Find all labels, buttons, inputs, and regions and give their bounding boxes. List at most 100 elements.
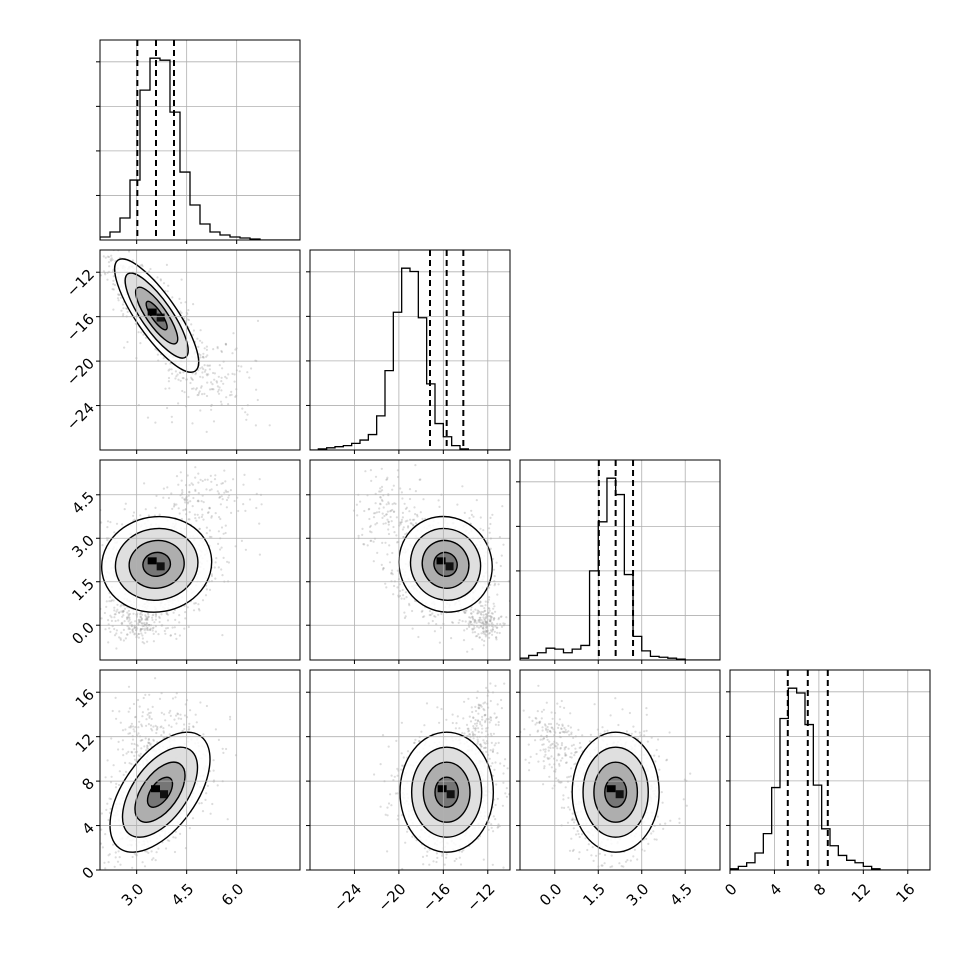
scatter-point bbox=[484, 617, 488, 620]
scatter-point bbox=[102, 255, 105, 258]
scatter-point bbox=[139, 629, 142, 633]
scatter-point bbox=[172, 611, 175, 614]
scatter-point bbox=[145, 618, 148, 621]
scatter-point bbox=[208, 368, 211, 371]
scatter-point bbox=[225, 396, 228, 399]
scatter-point bbox=[400, 491, 403, 494]
scatter-point bbox=[139, 628, 142, 631]
scatter-point bbox=[137, 622, 140, 625]
scatter-point bbox=[128, 732, 132, 735]
scatter-point bbox=[390, 509, 393, 512]
scatter-point bbox=[491, 612, 494, 615]
scatter-point bbox=[435, 623, 438, 626]
histogram-bars bbox=[520, 477, 720, 660]
panel-frame bbox=[309, 459, 511, 661]
scatter-point bbox=[205, 488, 208, 491]
scatter-point bbox=[461, 620, 464, 623]
scatter-point bbox=[203, 347, 206, 350]
scatter-point bbox=[116, 608, 119, 611]
scatter-point bbox=[121, 615, 124, 618]
scatter-point bbox=[404, 507, 407, 510]
scatter-point bbox=[489, 618, 492, 622]
scatter-point bbox=[357, 534, 360, 538]
scatter-point bbox=[468, 620, 471, 623]
scatter-point bbox=[116, 244, 118, 246]
scatter-point bbox=[220, 380, 223, 383]
scatter-point bbox=[192, 496, 195, 500]
scatter-point bbox=[140, 617, 143, 620]
scatter-point bbox=[246, 371, 249, 374]
scatter-point bbox=[117, 241, 119, 243]
scatter-point bbox=[118, 611, 121, 614]
scatter-point bbox=[469, 620, 472, 623]
scatter-point bbox=[146, 626, 149, 630]
scatter-point bbox=[225, 498, 229, 502]
scatter-point bbox=[438, 641, 441, 644]
scatter-point bbox=[361, 533, 364, 537]
scatter-point bbox=[191, 505, 194, 508]
scatter-point bbox=[386, 518, 389, 521]
scatter-point bbox=[143, 629, 146, 632]
scatter-point bbox=[116, 297, 120, 300]
scatter-point bbox=[230, 511, 233, 514]
scatter-point bbox=[243, 473, 246, 476]
scatter-point bbox=[482, 630, 485, 633]
scatter-point bbox=[408, 510, 411, 513]
contour-line-1 bbox=[124, 272, 189, 359]
scatter-point bbox=[481, 620, 485, 623]
scatter-point bbox=[205, 394, 209, 398]
scatter-point bbox=[132, 702, 136, 706]
scatter-point bbox=[154, 677, 157, 680]
scatter-point bbox=[149, 628, 152, 632]
scatter-point bbox=[167, 369, 170, 372]
scatter-point bbox=[221, 574, 224, 577]
scatter-point bbox=[131, 855, 134, 859]
scatter-point bbox=[368, 525, 372, 529]
scatter-point bbox=[152, 613, 155, 616]
scatter-point bbox=[479, 612, 482, 615]
scatter-point bbox=[159, 278, 162, 281]
scatter-point bbox=[481, 626, 484, 630]
scatter-point bbox=[117, 293, 120, 297]
scatter-point bbox=[108, 600, 111, 603]
scatter-point bbox=[123, 508, 126, 511]
scatter-point bbox=[492, 626, 495, 629]
scatter-point bbox=[488, 527, 491, 530]
scatter-point bbox=[116, 603, 119, 606]
scatter-point bbox=[202, 352, 205, 355]
scatter-point bbox=[106, 244, 108, 246]
histogram-bin bbox=[452, 446, 460, 450]
scatter-point bbox=[495, 626, 498, 629]
scatter-point bbox=[154, 630, 157, 633]
scatter-point bbox=[391, 573, 394, 576]
scatter-point bbox=[138, 755, 142, 758]
scatter-point bbox=[199, 367, 202, 370]
scatter-point bbox=[173, 626, 176, 629]
scatter-point bbox=[151, 618, 154, 622]
panel-frame bbox=[309, 249, 511, 451]
scatter-point bbox=[122, 313, 125, 316]
scatter-point bbox=[139, 627, 142, 631]
scatter-point bbox=[392, 510, 395, 513]
scatter-point bbox=[177, 507, 180, 510]
scatter-point bbox=[398, 589, 402, 593]
scatter-point bbox=[198, 609, 201, 612]
scatter-point bbox=[85, 609, 87, 611]
scatter-point bbox=[404, 615, 407, 618]
scatter-point bbox=[234, 348, 237, 351]
scatter-point bbox=[187, 309, 190, 312]
scatter-point bbox=[227, 561, 230, 564]
scatter-point bbox=[404, 533, 407, 536]
scatter-point bbox=[485, 615, 488, 618]
scatter-point bbox=[395, 534, 398, 537]
scatter-point bbox=[384, 522, 387, 525]
panel-frame bbox=[729, 669, 931, 871]
scatter-point bbox=[112, 233, 114, 235]
scatter-point bbox=[204, 368, 207, 372]
scatter-point bbox=[197, 603, 200, 606]
histogram-bin bbox=[160, 60, 170, 240]
scatter-point bbox=[208, 588, 212, 592]
scatter-point bbox=[195, 721, 198, 724]
scatter-point bbox=[470, 513, 473, 517]
scatter-point bbox=[401, 511, 404, 514]
